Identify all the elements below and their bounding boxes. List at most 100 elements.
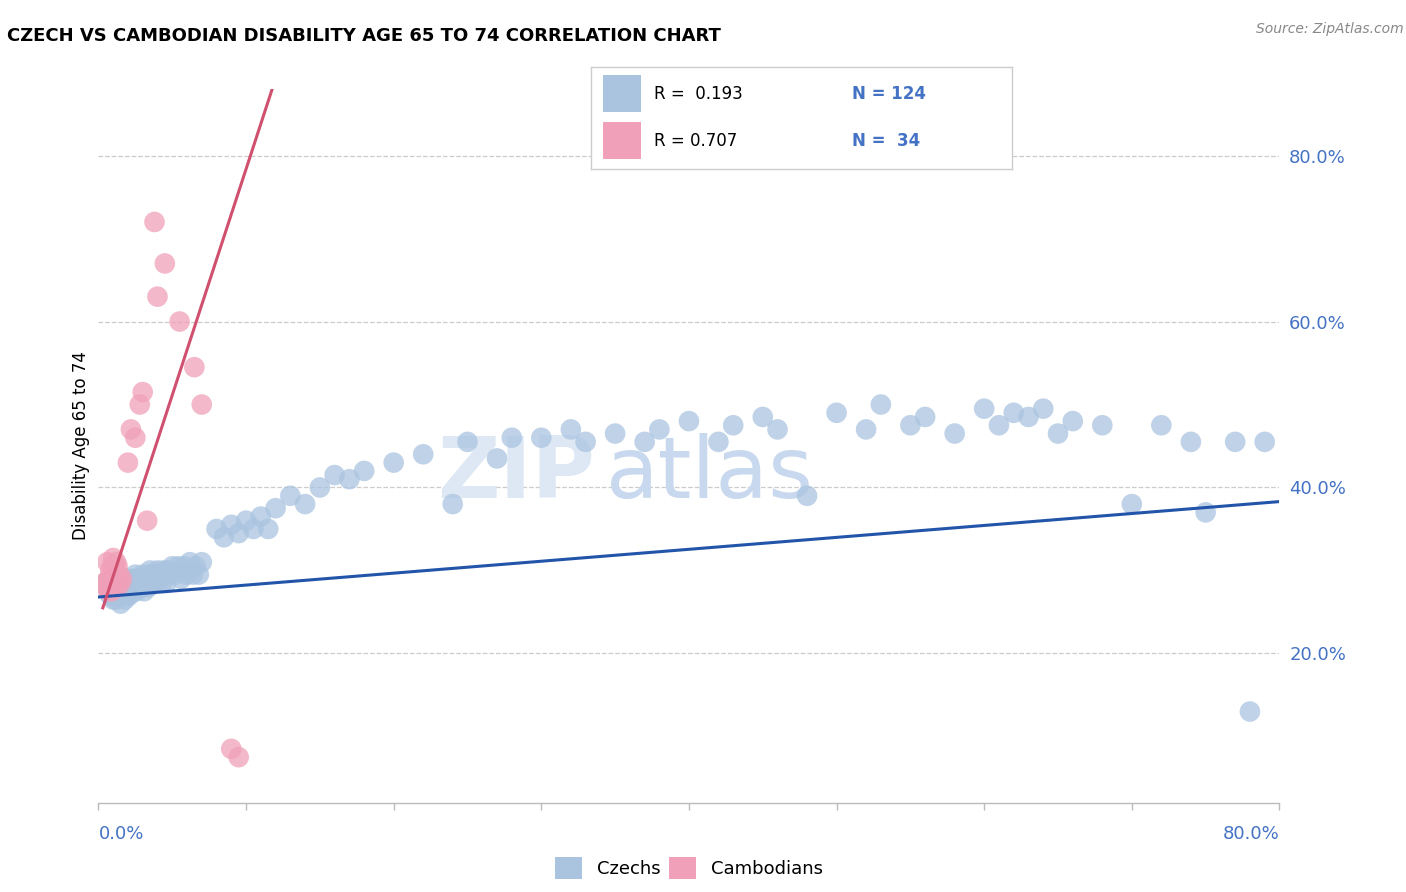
Point — [145, 567, 167, 582]
Text: N =  34: N = 34 — [852, 132, 921, 150]
Point — [1195, 505, 1218, 519]
Point — [134, 572, 156, 586]
Point — [136, 572, 159, 586]
Point — [574, 434, 596, 449]
Text: 80.0%: 80.0% — [1223, 825, 1279, 843]
Point — [456, 434, 478, 449]
Point — [501, 431, 523, 445]
Point — [162, 559, 183, 574]
Point — [110, 575, 132, 590]
Point — [96, 555, 118, 569]
Point — [1223, 434, 1246, 449]
Point — [869, 397, 891, 411]
Point — [100, 559, 122, 574]
Point — [97, 572, 120, 586]
Point — [294, 497, 316, 511]
Point — [205, 522, 228, 536]
Point — [104, 559, 127, 574]
Point — [138, 580, 160, 594]
Point — [1150, 418, 1173, 433]
Point — [796, 489, 818, 503]
Point — [97, 584, 120, 599]
Point — [382, 456, 405, 470]
Point — [108, 584, 131, 599]
Point — [150, 575, 173, 590]
Point — [108, 567, 131, 582]
Point — [129, 575, 152, 590]
Point — [973, 401, 995, 416]
Point — [107, 575, 129, 590]
Point — [1121, 497, 1143, 511]
Point — [353, 464, 375, 478]
Point — [278, 489, 302, 503]
Point — [120, 422, 142, 436]
Text: 0.0%: 0.0% — [98, 825, 143, 843]
Point — [143, 215, 166, 229]
Point — [114, 592, 136, 607]
Point — [110, 597, 132, 611]
Point — [121, 580, 143, 594]
Point — [153, 567, 176, 582]
Point — [98, 588, 121, 602]
Point — [169, 314, 191, 328]
Point — [1002, 406, 1025, 420]
Text: atlas: atlas — [606, 433, 814, 516]
Point — [219, 742, 242, 756]
Point — [122, 575, 145, 590]
Point — [149, 567, 172, 582]
Point — [104, 580, 127, 594]
Point — [115, 584, 138, 599]
Text: ZIP: ZIP — [437, 433, 595, 516]
Point — [146, 564, 169, 578]
Point — [156, 564, 179, 578]
Point — [766, 422, 789, 436]
Point — [167, 559, 190, 574]
Point — [94, 580, 117, 594]
Point — [191, 555, 214, 569]
Point — [105, 555, 128, 569]
Point — [441, 497, 464, 511]
Point — [170, 572, 193, 586]
Legend: Czechs, Cambodians: Czechs, Cambodians — [548, 850, 830, 887]
Point — [105, 572, 128, 586]
Point — [103, 572, 125, 586]
Point — [142, 567, 165, 582]
Point — [121, 572, 143, 586]
Point — [139, 564, 162, 578]
Point — [125, 584, 148, 599]
Point — [111, 572, 134, 586]
Point — [127, 575, 149, 590]
Point — [124, 431, 146, 445]
Point — [122, 584, 145, 599]
Point — [107, 559, 129, 574]
FancyBboxPatch shape — [603, 75, 641, 112]
Point — [157, 567, 180, 582]
Point — [100, 580, 122, 594]
Point — [678, 414, 700, 428]
Point — [153, 256, 176, 270]
Point — [111, 580, 134, 594]
Text: CZECH VS CAMBODIAN DISABILITY AGE 65 TO 74 CORRELATION CHART: CZECH VS CAMBODIAN DISABILITY AGE 65 TO … — [7, 27, 721, 45]
Point — [1046, 426, 1069, 441]
Point — [128, 572, 150, 586]
Point — [114, 584, 136, 599]
Point — [560, 422, 582, 436]
Point — [107, 580, 129, 594]
Point — [103, 588, 125, 602]
Point — [212, 530, 235, 544]
Point — [115, 572, 138, 586]
Point — [648, 422, 671, 436]
Point — [1180, 434, 1202, 449]
Point — [914, 409, 936, 424]
Point — [176, 567, 198, 582]
Point — [721, 418, 744, 433]
Point — [117, 588, 139, 602]
Point — [219, 517, 242, 532]
Point — [250, 509, 273, 524]
Point — [117, 575, 139, 590]
Point — [309, 481, 332, 495]
Point — [1062, 414, 1084, 428]
Point — [136, 514, 159, 528]
Text: R = 0.707: R = 0.707 — [654, 132, 737, 150]
Text: N = 124: N = 124 — [852, 85, 927, 103]
